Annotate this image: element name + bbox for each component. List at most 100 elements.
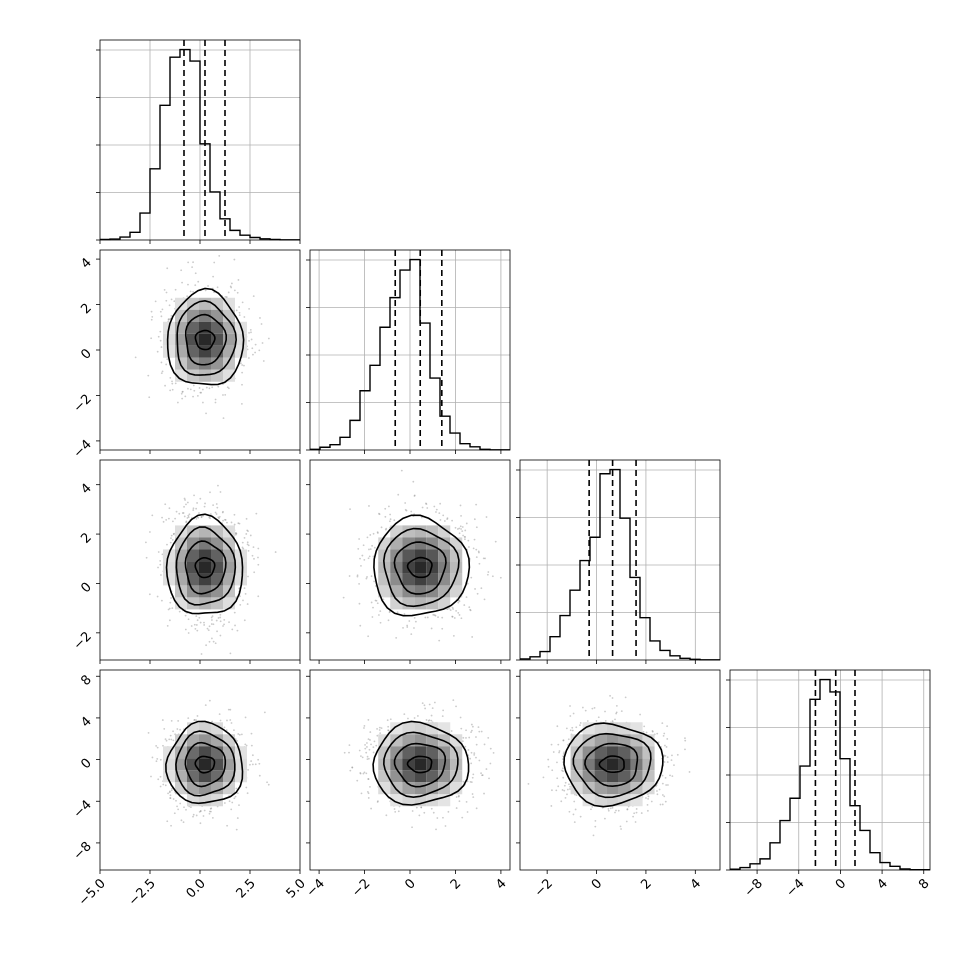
scatter-point [664,744,666,747]
scatter-point [462,780,465,783]
scatter-point [171,380,173,383]
scatter-point [386,719,389,722]
scatter-point [475,526,478,529]
scatter-point [471,636,474,638]
scatter-point [228,621,230,624]
scatter-point [359,557,361,560]
scatter-point [159,330,162,333]
scatter-point [246,541,249,544]
density-cell [187,321,199,334]
scatter-point [161,370,164,373]
histogram-step-line [520,468,720,661]
scatter-point [388,611,391,614]
scatter-point [470,731,472,734]
scatter-point [238,733,241,736]
contour-line [184,540,227,595]
scatter-point [562,767,564,770]
scatter-point [483,792,485,795]
scatter-point [632,815,634,818]
scatter-point [385,527,388,530]
scatter-point [369,739,371,741]
scatter-point [565,727,568,730]
scatter-point [237,733,240,735]
scatter-point [204,502,206,505]
scatter-point [478,730,481,733]
scatter-point [564,797,567,799]
scatter-point [425,719,428,721]
scatter-point [162,520,165,523]
scatter-point [482,557,485,560]
density-cell [223,746,235,759]
scatter-point [181,397,184,400]
scatter-point [372,746,375,749]
scatter-point [379,610,382,613]
scatter-point [646,809,649,812]
scatter-point [361,756,364,759]
scatter-point [360,755,362,758]
scatter-point [235,828,238,831]
scatter-point [179,728,181,731]
scatter-point [609,694,611,697]
scatter-point [219,719,222,722]
scatter-point [209,513,212,515]
scatter-point [472,773,475,776]
scatter-point [222,625,224,627]
scatter-point [487,737,490,739]
scatter-point [218,515,221,518]
scatter-point [176,728,179,730]
scatter-point [646,804,649,806]
scatter-point [243,364,245,367]
scatter-point [208,640,211,643]
scatter-point [170,789,173,792]
scatter-point [218,713,221,716]
scatter-point [562,776,565,779]
scatter-point [193,718,196,721]
scatter-point [236,629,239,632]
scatter-point [179,802,182,805]
scatter-point [414,620,417,623]
scatter-point [561,769,563,772]
scatter-point [560,800,563,803]
scatter-point [442,514,445,517]
scatter-point [170,738,173,741]
scatter-point [209,517,212,520]
scatter-point [224,394,227,396]
scatter-point [463,604,466,606]
scatter-point [204,289,207,292]
scatter-point [211,817,214,819]
scatter-point [236,817,239,819]
scatter-point [455,796,458,798]
scatter-point [168,607,171,610]
scatter-point [446,517,449,519]
scatter-point [224,519,227,521]
density-cell [594,722,607,735]
scatter-point [579,815,582,818]
scatter-point [261,342,264,344]
scatter-point [492,752,495,754]
scatter-point [150,337,153,340]
y-tick-label: −4 [71,797,95,821]
scatter-point [562,739,565,742]
scatter-point [413,495,416,497]
scatter-point [435,511,437,513]
density-cell [402,573,415,586]
density-cell [187,585,199,598]
scatter-point [467,749,470,751]
scatter-point [461,740,464,743]
scatter-point [470,781,473,783]
scatter-point [376,532,379,534]
scatter-point [161,553,164,556]
scatter-point [349,769,352,772]
scatter-point [434,614,437,617]
scatter-point [243,619,246,622]
scatter-point [241,541,244,544]
density-cell [390,746,403,759]
scatter-point [458,600,461,603]
scatter-point [388,505,390,508]
scatter-point [242,599,244,602]
y-tick-label: 0 [78,346,94,362]
scatter-panel [99,249,301,451]
scatter-point [148,593,151,596]
scatter-point [186,517,189,519]
scatter-point [218,517,220,520]
